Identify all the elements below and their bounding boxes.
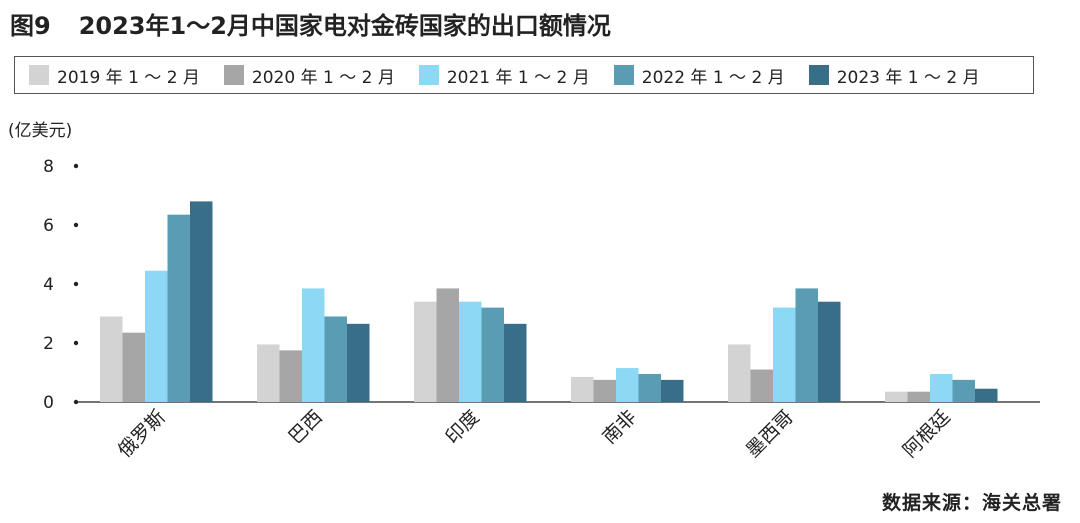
bar [279,350,302,402]
bar [638,373,661,402]
bar [347,323,370,402]
bar [661,379,684,402]
bar [302,288,325,402]
bar [481,307,504,402]
x-category-label: 巴西 [284,406,326,448]
legend-item: 2023 年 1 ～ 2 月 [808,63,980,88]
figure-number: 图9 [10,12,51,40]
y-tick-mark [73,281,79,287]
legend-item: 2021 年 1 ～ 2 月 [418,63,590,88]
chart-title-block: 图9 2023年1～2月中国家电对金砖国家的出口额情况 [10,6,611,41]
legend-item: 2022 年 1 ～ 2 月 [613,63,785,88]
bar [504,323,527,402]
y-tick-mark [73,222,79,228]
x-category-label: 俄罗斯 [114,406,170,462]
bar [190,201,213,402]
bar [952,379,975,402]
bar [930,373,953,402]
legend-swatch [418,65,439,85]
x-category-label: 印度 [441,406,483,448]
data-source-note: 数据来源：海关总署 [881,492,1062,514]
bar [593,379,616,402]
legend-label: 2020 年 1 ～ 2 月 [251,67,395,88]
legend-swatch [613,65,634,85]
chart-legend: 2019 年 1 ～ 2 月 2020 年 1 ～ 2 月 2021 年 1 ～ 2… [14,56,1034,94]
legend-label: 2021 年 1 ～ 2 月 [446,67,590,88]
bar [436,288,459,402]
legend-label: 2023 年 1 ～ 2 月 [836,67,980,88]
legend-swatch [29,65,49,85]
bar [975,388,998,402]
bar [100,316,123,402]
bar [907,391,930,402]
legend-label: 2022 年 1 ～ 2 月 [641,67,785,88]
y-tick-label: 8 [43,157,54,177]
legend-swatch [223,65,244,85]
legend-item: 2020 年 1 ～ 2 月 [223,63,395,88]
legend-swatch [808,65,829,85]
x-category-label: 南非 [598,406,640,448]
bar [795,288,818,402]
y-tick-label: 4 [43,275,54,295]
bar [324,316,347,402]
bar [885,391,908,402]
y-tick-mark [73,340,79,346]
legend-item: 2019 年 1 ～ 2 月 [29,63,200,88]
bar [257,344,280,402]
y-tick-label: 0 [43,393,54,413]
bar [571,376,594,402]
x-category-label: 阿根廷 [899,406,955,462]
bar [145,270,168,402]
bar [122,332,145,402]
y-tick-label: 6 [43,216,54,236]
bar [459,301,482,402]
bar [167,214,190,402]
y-axis-unit-label: (亿美元) [8,121,73,141]
bar [818,301,841,402]
y-tick-mark [73,163,79,169]
bar [773,307,796,402]
bar [750,369,773,402]
x-category-label: 墨西哥 [742,406,798,462]
bar [414,301,437,402]
legend-label: 2019 年 1 ～ 2 月 [57,67,200,88]
y-tick-label: 2 [43,334,54,354]
chart-title: 2023年1～2月中国家电对金砖国家的出口额情况 [78,12,611,40]
bar [728,344,751,402]
bar [616,368,639,402]
